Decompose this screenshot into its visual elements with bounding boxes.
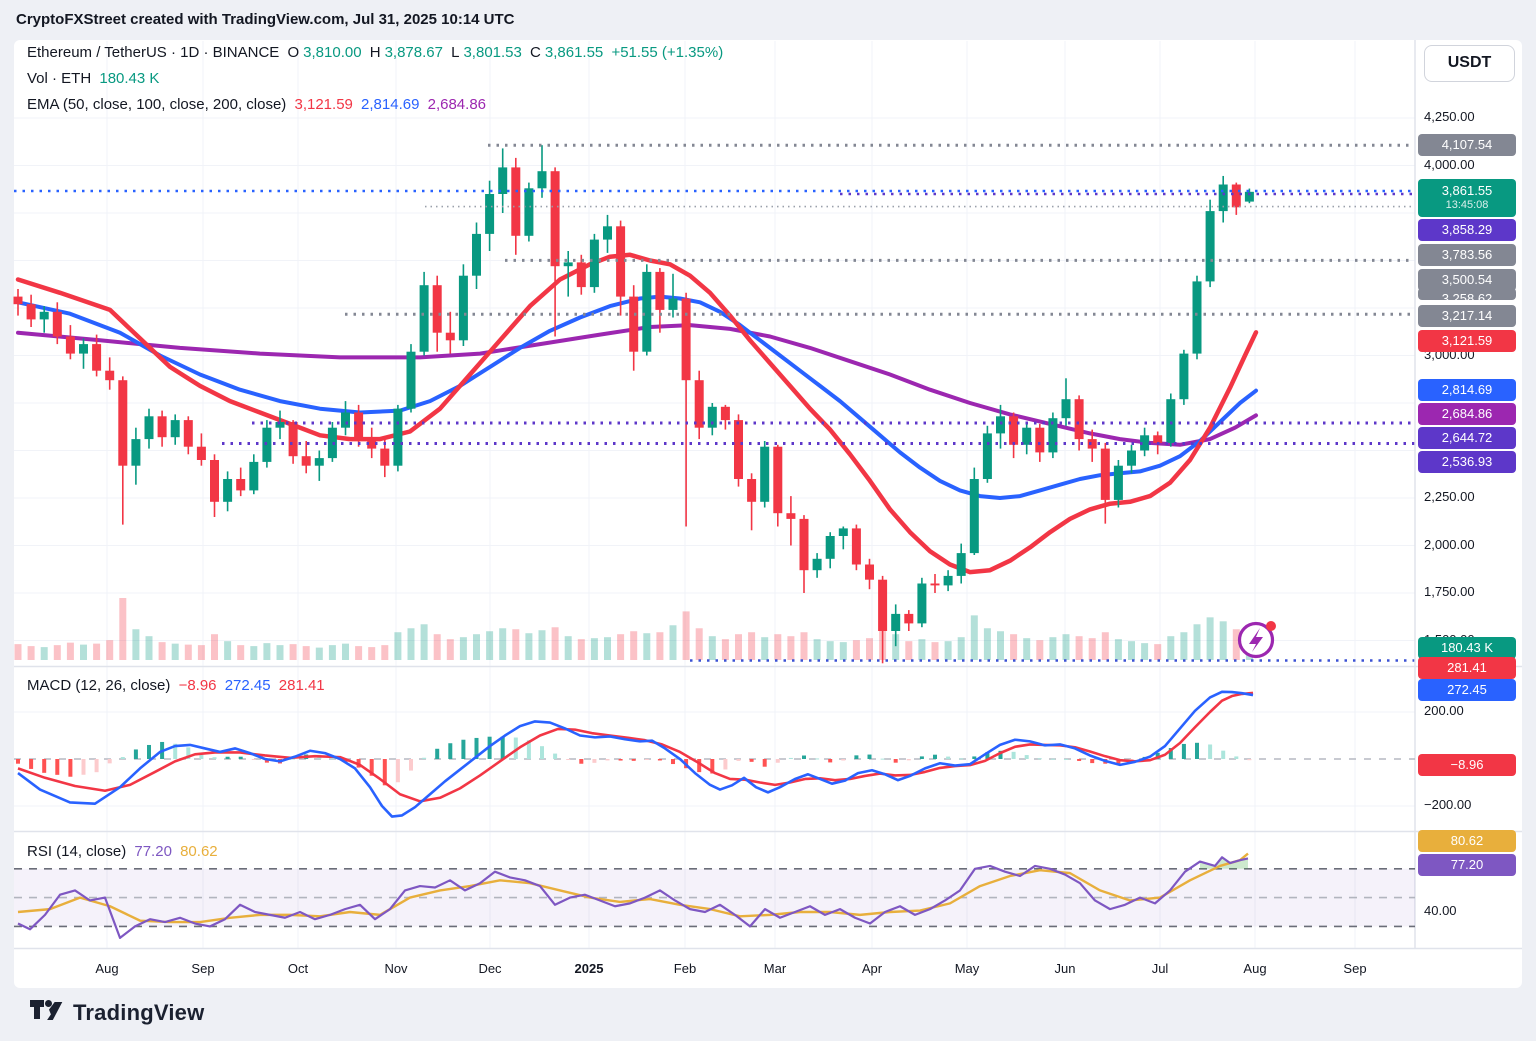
time-axis-label: Oct [287, 961, 309, 976]
time-axis-label: Feb [673, 961, 697, 976]
ema50-value: 3,121.59 [294, 96, 353, 113]
macd-hist-value: −8.96 [178, 677, 217, 694]
time-axis-label: Sep [191, 961, 215, 976]
symbol-legend[interactable]: Ethereum / TetherUS · 1D · BINANCE O 3,81… [27, 44, 724, 61]
price-axis-badge: 2,684.86 [1418, 403, 1516, 425]
price-axis-badge: 2,644.72 [1418, 427, 1516, 449]
price-axis-tick: 2,000.00 [1424, 536, 1475, 552]
time-axis-label: Sep [1343, 961, 1367, 976]
time-axis-label: Apr [861, 961, 883, 976]
macd-line-value: 272.45 [224, 677, 271, 694]
time-axis-label: Aug [1243, 961, 1267, 976]
price-axis-badge: 77.20 [1418, 854, 1516, 876]
tradingview-footer-link[interactable]: TradingView [30, 1000, 204, 1026]
open-value: 3,810.00 [303, 44, 362, 61]
price-axis-badge: 3,217.14 [1418, 305, 1516, 327]
time-axis-label: Jun [1054, 961, 1076, 976]
price-axis-badge: 272.45 [1418, 679, 1516, 701]
chart-card [14, 40, 1522, 988]
rsi-legend[interactable]: RSI (14, close) 77.20 80.62 [27, 843, 218, 860]
price-axis-badge: 2,536.93 [1418, 451, 1516, 473]
price-axis-badge: 2,814.69 [1418, 379, 1516, 401]
macd-legend[interactable]: MACD (12, 26, close) −8.96 272.45 281.41 [27, 677, 325, 694]
time-axis-label: May [954, 961, 980, 976]
ema200-value: 2,684.86 [427, 96, 486, 113]
countdown-timer: 13:45:08 [1445, 199, 1489, 211]
price-axis-tick: 2,250.00 [1424, 489, 1475, 504]
rsi-axis-tick: 40.00 [1424, 903, 1457, 918]
price-axis-tick: 1,750.00 [1424, 584, 1475, 599]
macd-signal-value: 281.41 [278, 677, 325, 694]
price-axis-badge: 3,121.59 [1418, 330, 1516, 352]
high-value: 3,878.67 [384, 44, 443, 61]
price-axis-badge: 3,783.56 [1418, 244, 1516, 266]
tradingview-brand-text: TradingView [73, 1000, 205, 1025]
time-axis-label: Dec [478, 961, 502, 976]
rsi-value: 77.20 [134, 843, 172, 860]
price-axis-badge: 281.41 [1418, 657, 1516, 679]
symbol-title: Ethereum / TetherUS · 1D · BINANCE [27, 44, 280, 61]
price-axis-badge: −8.96 [1418, 754, 1516, 776]
price-axis-badge: 3,500.54 [1418, 269, 1516, 291]
price-axis-tick: 4,250.00 [1424, 109, 1475, 124]
price-axis-tick: 4,000.00 [1424, 156, 1475, 172]
ema100-value: 2,814.69 [361, 96, 420, 113]
price-axis-badge: 4,107.54 [1418, 134, 1516, 156]
low-value: 3,801.53 [463, 44, 522, 61]
macd-axis-tick: −200.00 [1424, 797, 1472, 812]
time-axis-label: Jul [1151, 961, 1169, 976]
attribution-text: CryptoFXStreet created with TradingView.… [16, 11, 515, 28]
volume-legend[interactable]: Vol · ETH 180.43 K [27, 70, 160, 87]
currency-toggle-button[interactable]: USDT [1424, 45, 1515, 82]
time-axis-label: Mar [763, 961, 787, 976]
price-axis-badge: 3,258.62 [1418, 288, 1516, 300]
macd-axis-tick: 200.00 [1424, 703, 1464, 718]
price-axis-badge: 180.43 K [1418, 637, 1516, 659]
price-axis-badge: 80.62 [1418, 830, 1516, 852]
close-value: 3,861.55 [544, 44, 604, 61]
rsi-ma-value: 80.62 [180, 843, 218, 860]
price-axis-badge: 3,858.29 [1418, 219, 1516, 241]
time-axis-label: Aug [95, 961, 119, 976]
lightning-bolt-icon[interactable] [1237, 621, 1277, 659]
ema-legend[interactable]: EMA (50, close, 100, close, 200, close) … [27, 96, 486, 113]
price-axis-badge: 3,861.55 13:45:08 [1418, 179, 1516, 217]
time-axis-label: 2025 [574, 961, 604, 976]
time-axis-label: Nov [384, 961, 408, 976]
volume-value: 180.43 K [99, 70, 160, 87]
change-value: +51.55 (+1.35%) [611, 44, 724, 61]
tradingview-logo [30, 1000, 63, 1021]
